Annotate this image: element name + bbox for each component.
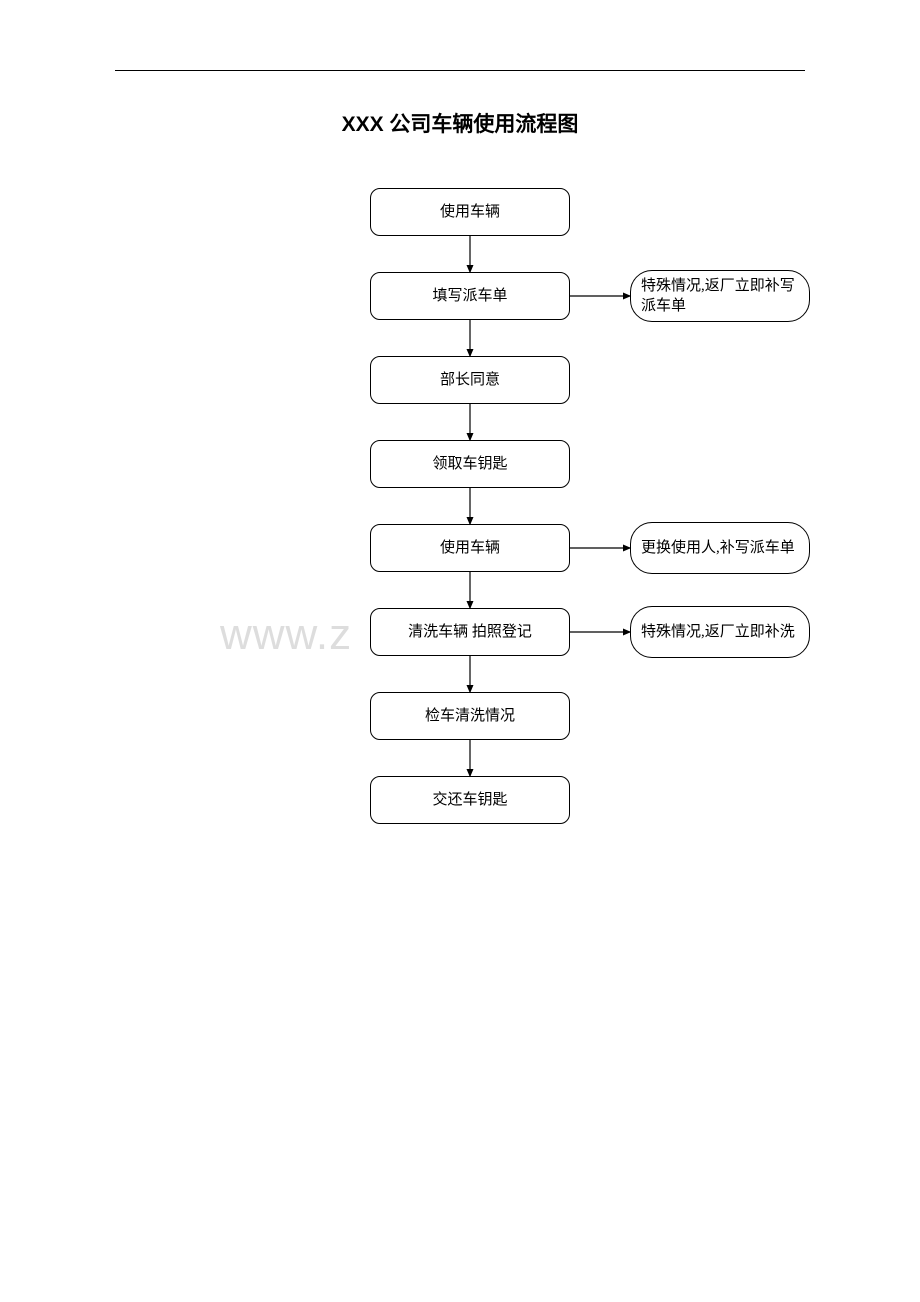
flow-node-n3: 部长同意 <box>370 356 570 404</box>
flow-node-n4: 领取车钥匙 <box>370 440 570 488</box>
flow-node-s2: 特殊情况,返厂立即补写派车单 <box>630 270 810 322</box>
flowchart-canvas: 使用车辆填写派车单部长同意领取车钥匙使用车辆清洗车辆 拍照登记检车清洗情况交还车… <box>0 0 920 1302</box>
flow-node-n1: 使用车辆 <box>370 188 570 236</box>
flow-node-s5: 更换使用人,补写派车单 <box>630 522 810 574</box>
flow-node-n7: 检车清洗情况 <box>370 692 570 740</box>
flow-node-s6: 特殊情况,返厂立即补洗 <box>630 606 810 658</box>
flow-node-n5: 使用车辆 <box>370 524 570 572</box>
flow-node-n6: 清洗车辆 拍照登记 <box>370 608 570 656</box>
flow-node-n8: 交还车钥匙 <box>370 776 570 824</box>
flow-node-n2: 填写派车单 <box>370 272 570 320</box>
